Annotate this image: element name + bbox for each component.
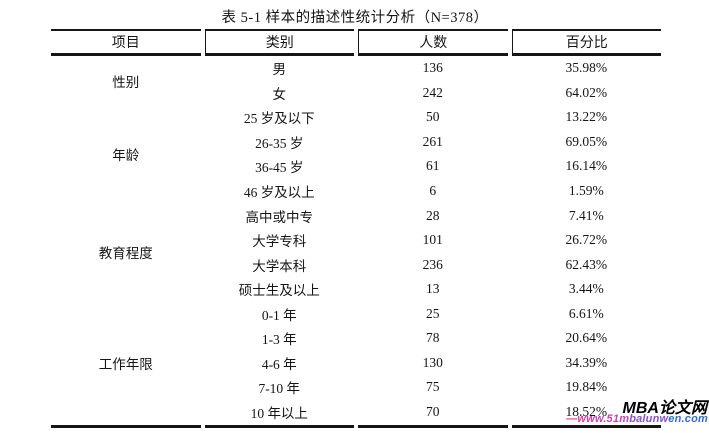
percent-cell: 20.64%: [565, 330, 608, 346]
table-row: 1-3 年 78 20.64%: [51, 326, 661, 351]
url-segment: en.com: [668, 413, 708, 425]
percent-cell: 69.05%: [565, 133, 608, 149]
group-label-gender: 性别: [112, 74, 140, 90]
col-header-category: 类别: [204, 29, 354, 56]
header-row: 项目 类别 人数 百分比: [51, 29, 661, 56]
table-row: 4-6 年 130 34.39%: [51, 351, 661, 376]
table-row: 46 岁及以上 6 1.59%: [51, 179, 661, 204]
percent-cell: 1.59%: [568, 183, 604, 198]
percent-cell: 7.41%: [568, 207, 604, 223]
percent-cell: 26.72%: [565, 232, 608, 248]
url-segment: balunw: [629, 413, 669, 425]
percent-cell: 35.98%: [565, 60, 608, 76]
count-cell: 28: [426, 207, 440, 223]
category-cell: 7-10 年: [258, 381, 301, 397]
count-cell: 261: [422, 133, 443, 149]
watermark-url-link[interactable]: —www.51mbalunwen.com: [566, 413, 708, 425]
count-cell: 130: [422, 354, 443, 370]
count-cell: 70: [358, 400, 508, 428]
table-row: 10 年以上 70 18.52%: [51, 400, 661, 428]
col-header-item: 项目: [51, 29, 201, 56]
count-cell: 50: [426, 109, 440, 125]
category-cell: 0-1 年: [261, 307, 297, 323]
table-row: 工作年限 0-1 年 25 6.61%: [51, 301, 661, 428]
count-cell: 136: [422, 60, 443, 76]
category-cell: 25 岁及以下: [243, 111, 315, 127]
percent-cell: 62.43%: [565, 256, 608, 272]
count-cell: 101: [422, 232, 443, 248]
count-cell: 25: [426, 305, 440, 321]
table-row: 硕士生及以上 13 3.44%: [51, 277, 661, 302]
category-cell: 男: [272, 62, 287, 78]
table-title: 表 5-1 样本的描述性统计分析（N=378）: [221, 10, 489, 26]
category-cell: 36-45 岁: [255, 160, 304, 176]
count-cell: 61: [426, 158, 440, 174]
percent-cell: 19.84%: [565, 379, 608, 395]
mba-lunwen-logo: MBA论文网: [622, 400, 707, 417]
table-row: 26-35 岁 261 69.05%: [51, 130, 661, 155]
category-cell: 大学专科: [252, 234, 307, 250]
count-cell: 6: [429, 183, 437, 198]
count-cell: 242: [422, 84, 443, 100]
url-segment: —ww: [566, 413, 595, 425]
category-cell: 硕士生及以上: [238, 283, 320, 299]
group-label-education: 教育程度: [98, 246, 153, 262]
percent-cell: 6.61%: [568, 305, 604, 321]
group-label-age: 年龄: [112, 148, 140, 164]
table-row: 女 242 64.02%: [51, 81, 661, 106]
category-cell: 高中或中专: [245, 209, 314, 225]
col-header-count: 人数: [358, 29, 508, 56]
count-cell: 236: [422, 256, 443, 272]
col-header-percent: 百分比: [511, 29, 661, 56]
percent-cell: 18.52%: [511, 400, 661, 428]
table-row: 大学本科 236 62.43%: [51, 252, 661, 277]
count-cell: 78: [426, 330, 440, 346]
category-cell: 1-3 年: [261, 332, 297, 348]
descriptive-stats-table: 项目 类别 人数 百分比 性别 男 136 35.98% 女 242 64.02…: [47, 29, 665, 428]
table-row: 7-10 年 75 19.84%: [51, 375, 661, 400]
group-label-tenure: 工作年限: [51, 301, 201, 428]
category-cell: 10 年以上: [204, 400, 354, 428]
percent-cell: 13.22%: [565, 109, 608, 125]
table-row: 大学专科 101 26.72%: [51, 228, 661, 253]
category-cell: 46 岁及以上: [243, 185, 315, 200]
category-cell: 女: [272, 86, 287, 102]
url-segment: w.51m: [594, 413, 630, 425]
table-row: 性别 男 136 35.98%: [51, 56, 661, 89]
category-cell: 26-35 岁: [255, 135, 304, 151]
table-row: 教育程度 高中或中专 28 7.41%: [51, 203, 661, 262]
table-row: 年龄 25 岁及以下 50 13.22%: [51, 105, 661, 163]
percent-cell: 34.39%: [565, 354, 608, 370]
percent-cell: 3.44%: [568, 281, 604, 297]
count-cell: 75: [426, 379, 440, 395]
percent-cell: 16.14%: [565, 158, 608, 174]
category-cell: 大学本科: [252, 258, 307, 274]
category-cell: 4-6 年: [261, 356, 297, 372]
percent-cell: 64.02%: [565, 84, 608, 100]
count-cell: 13: [426, 281, 440, 297]
table-row: 36-45 岁 61 16.14%: [51, 154, 661, 179]
